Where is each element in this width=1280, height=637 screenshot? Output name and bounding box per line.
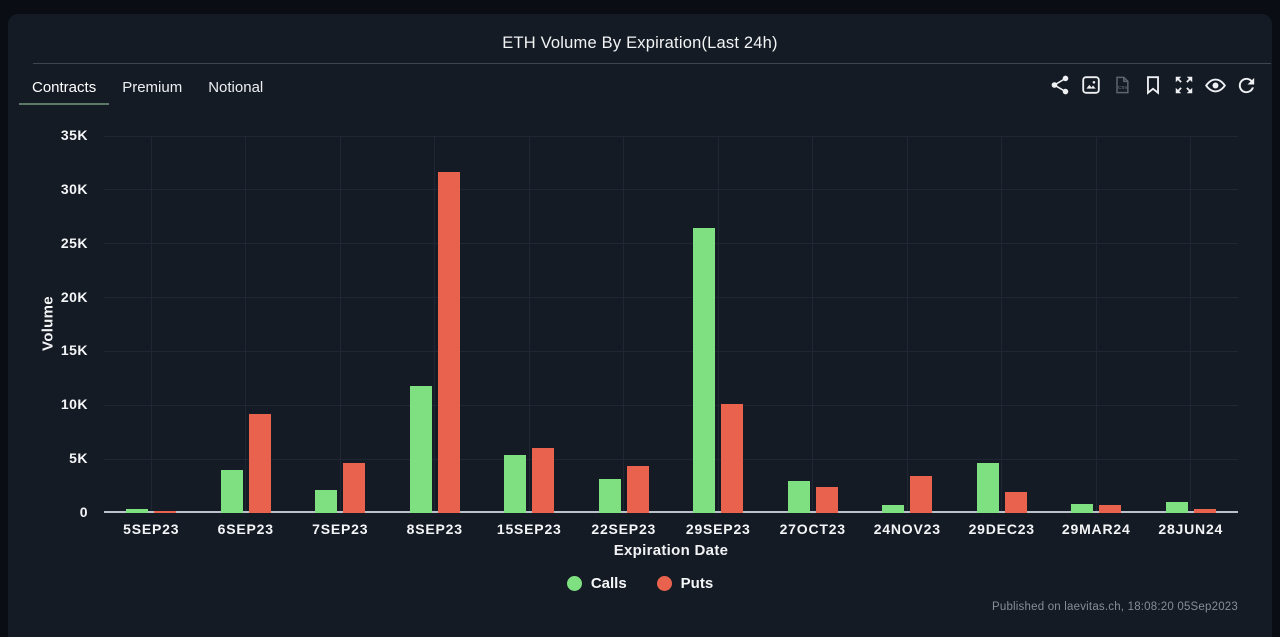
tab-bar: Contracts Premium Notional	[19, 69, 276, 105]
y-axis-title: Volume	[39, 296, 57, 351]
v-gridline	[150, 136, 152, 511]
bar-calls-5sep23[interactable]	[126, 509, 149, 513]
bar-puts-22sep23[interactable]	[626, 466, 649, 513]
x-tick-label: 5SEP23	[123, 521, 180, 537]
h-gridline	[104, 189, 1238, 191]
legend-item-calls[interactable]: Calls	[566, 575, 627, 592]
y-tick-label: 30K	[60, 180, 88, 197]
export-image-icon[interactable]	[1078, 72, 1104, 98]
legend-label: Puts	[680, 575, 714, 592]
v-gridline	[339, 136, 341, 511]
bar-puts-7sep23[interactable]	[343, 462, 366, 513]
share-icon[interactable]	[1047, 72, 1073, 98]
bar-calls-8sep23[interactable]	[409, 385, 432, 513]
v-gridline	[245, 136, 247, 511]
svg-text:CSV: CSV	[1118, 85, 1128, 90]
x-tick-label: 7SEP23	[312, 521, 369, 537]
v-gridline	[717, 136, 719, 511]
bar-puts-27oct23[interactable]	[815, 486, 838, 513]
x-tick-label: 15SEP23	[496, 521, 562, 537]
plot-area	[104, 135, 1238, 513]
bar-calls-7sep23[interactable]	[315, 489, 338, 513]
tab-premium-label: Premium	[122, 78, 183, 96]
v-gridline	[623, 136, 625, 511]
refresh-icon[interactable]	[1233, 72, 1259, 98]
bar-puts-6sep23[interactable]	[248, 414, 271, 513]
chart-toolbar: CSV	[1047, 72, 1259, 98]
x-axis-title: Expiration Date	[613, 542, 729, 559]
h-gridline	[104, 297, 1238, 299]
v-gridline	[1190, 136, 1192, 511]
v-gridline	[906, 136, 908, 511]
h-gridline	[104, 243, 1238, 245]
y-tick-label: 25K	[60, 234, 88, 251]
tab-notional[interactable]: Notional	[195, 69, 276, 105]
y-tick-label: 15K	[60, 342, 88, 359]
v-gridline	[812, 136, 814, 511]
x-tick-label: 22SEP23	[591, 521, 657, 537]
bar-calls-28jun24[interactable]	[1165, 501, 1188, 513]
y-tick-label: 20K	[60, 288, 88, 305]
h-gridline	[104, 404, 1238, 406]
bar-calls-29mar24[interactable]	[1071, 503, 1094, 513]
x-tick-label: 6SEP23	[217, 521, 274, 537]
bar-puts-24nov23[interactable]	[910, 475, 933, 513]
fullscreen-icon[interactable]	[1171, 72, 1197, 98]
x-tick-label: 29SEP23	[685, 521, 751, 537]
tab-premium[interactable]: Premium	[109, 69, 195, 105]
x-tick-label: 24NOV23	[873, 521, 941, 537]
bar-calls-15sep23[interactable]	[504, 455, 527, 513]
tab-contracts-label: Contracts	[32, 78, 97, 96]
bar-calls-6sep23[interactable]	[220, 470, 243, 513]
legend-dot-icon	[566, 576, 582, 591]
y-tick-label: 35K	[60, 127, 88, 143]
legend-item-puts[interactable]: Puts	[656, 575, 714, 592]
x-tick-label: 29DEC23	[968, 521, 1035, 537]
bar-puts-8sep23[interactable]	[437, 171, 460, 513]
v-gridline	[528, 136, 530, 511]
y-tick-label: 5K	[69, 450, 88, 467]
tab-contracts[interactable]: Contracts	[19, 69, 110, 105]
bar-calls-27oct23[interactable]	[787, 481, 810, 513]
bookmark-icon[interactable]	[1140, 72, 1166, 98]
visibility-icon[interactable]	[1202, 72, 1228, 98]
bar-calls-22sep23[interactable]	[598, 479, 621, 513]
v-gridline	[434, 136, 436, 511]
h-gridline	[104, 135, 1238, 137]
bar-puts-29dec23[interactable]	[1004, 491, 1027, 513]
bar-calls-29dec23[interactable]	[976, 462, 999, 513]
bar-calls-29sep23[interactable]	[693, 228, 716, 513]
chart-panel	[8, 14, 1272, 637]
legend-dot-icon	[656, 576, 672, 591]
x-tick-label: 27OCT23	[779, 521, 846, 537]
bar-puts-29sep23[interactable]	[721, 404, 744, 513]
v-gridline	[1095, 136, 1097, 511]
bar-puts-15sep23[interactable]	[532, 448, 555, 513]
v-gridline	[1001, 136, 1003, 511]
y-tick-label: 0	[79, 504, 88, 520]
export-csv-icon[interactable]: CSV	[1109, 72, 1135, 98]
x-tick-label: 28JUN24	[1158, 521, 1224, 537]
h-gridline	[104, 458, 1238, 460]
bar-puts-28jun24[interactable]	[1193, 509, 1216, 513]
tab-notional-label: Notional	[208, 78, 264, 96]
y-tick-label: 10K	[60, 396, 88, 413]
title-separator	[33, 63, 1271, 64]
chart-legend: Calls Puts	[0, 575, 1280, 592]
chart-title: ETH Volume By Expiration(Last 24h)	[502, 34, 778, 52]
x-tick-label: 8SEP23	[406, 521, 463, 537]
h-gridline	[104, 350, 1238, 352]
legend-label: Calls	[590, 575, 627, 592]
x-tick-label: 29MAR24	[1061, 521, 1131, 537]
published-footer: Published on laevitas.ch, 18:08:20 05Sep…	[991, 601, 1238, 613]
bar-puts-5sep23[interactable]	[154, 510, 177, 513]
bar-puts-29mar24[interactable]	[1099, 505, 1122, 513]
bar-calls-24nov23[interactable]	[882, 504, 905, 513]
